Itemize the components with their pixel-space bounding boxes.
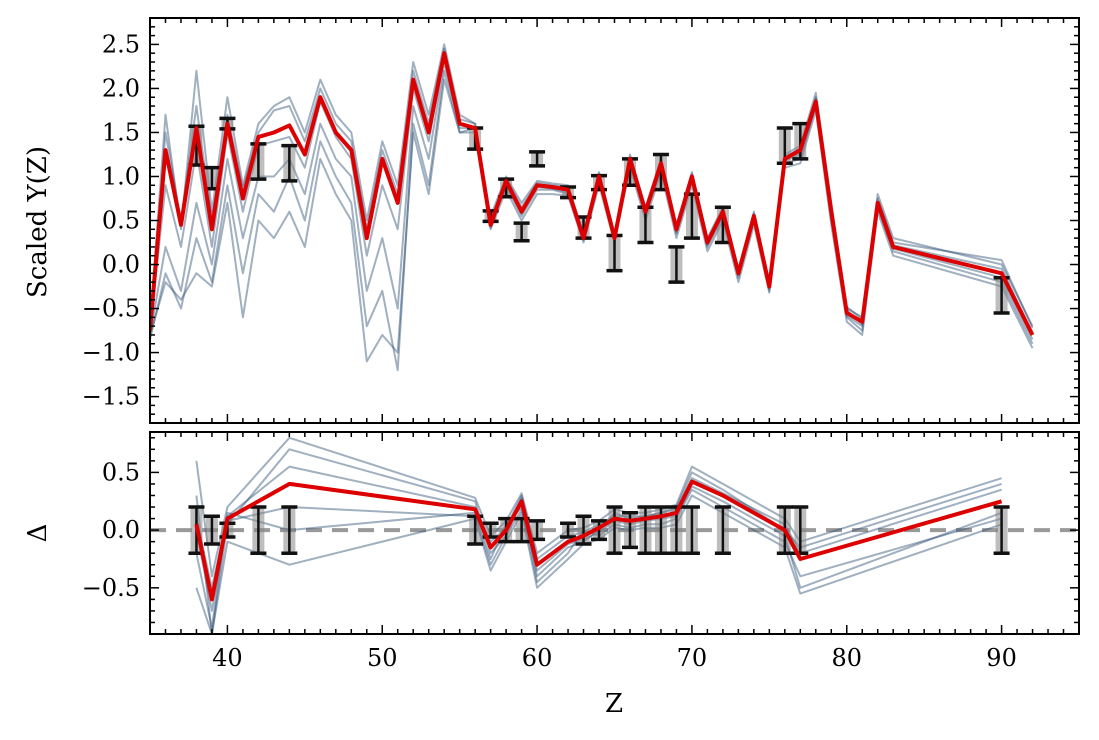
- top-y-tick-label: 0.5: [102, 207, 140, 235]
- bottom-observed-errorbar: [203, 514, 220, 546]
- bottom-x-tick-label: 40: [212, 644, 243, 672]
- bottom-observed-errorbar: [668, 505, 685, 555]
- bottom-observed-errorbar: [714, 505, 731, 555]
- bottom-y-axis-label: Δ: [23, 524, 53, 543]
- bottom-ensemble-line: [195, 436, 1002, 578]
- bottom-y-tick-label: −0.5: [82, 574, 140, 602]
- top-y-tick-label: −1.0: [82, 339, 140, 367]
- top-ensemble-line: [150, 69, 1034, 372]
- bottom-ensemble-line: [195, 465, 1002, 589]
- bottom-y-tick-label: 0.5: [102, 458, 140, 486]
- bottom-ensemble-line: [195, 448, 1002, 634]
- top-plot-area: [150, 43, 1035, 372]
- top-y-tick-label: 0.0: [102, 251, 140, 279]
- bottom-observed-errorbar: [637, 505, 654, 555]
- bottom-x-tick-label: 70: [677, 644, 708, 672]
- bottom-observed-errorbar: [606, 505, 623, 555]
- bottom-observed-errorbar: [529, 519, 546, 542]
- bottom-y-tick-label: 0.0: [102, 516, 140, 544]
- top-observed-errorbar: [513, 221, 530, 243]
- bottom-ticks: [149, 432, 1080, 635]
- top-y-tick-label: 2.0: [102, 74, 140, 102]
- top-y-tick-label: −0.5: [82, 295, 140, 323]
- bottom-x-tick-label: 90: [986, 644, 1017, 672]
- top-ticks: [149, 17, 1080, 424]
- top-y-tick-label: 2.5: [102, 30, 140, 58]
- top-observed-errorbar: [668, 245, 685, 284]
- bottom-observed-errorbar: [683, 505, 700, 555]
- top-best-fit-line: [150, 51, 1035, 336]
- top-ensemble-line: [150, 43, 1034, 327]
- top-observed-errorbar: [281, 143, 298, 183]
- bottom-ensemble-line: [195, 488, 1002, 630]
- bottom-x-tick-label: 50: [367, 644, 398, 672]
- top-y-tick-label: 1.5: [102, 118, 140, 146]
- top-y-axis-label: Scaled Y(Z): [23, 146, 53, 298]
- bottom-observed-errorbar: [281, 505, 298, 555]
- top-axes-frame: [149, 17, 1080, 424]
- bottom-plot-area: [150, 436, 1079, 634]
- bottom-observed-errorbar: [621, 511, 638, 550]
- top-y-tick-label: −1.5: [82, 383, 140, 411]
- bottom-observed-errorbar: [250, 505, 267, 555]
- bottom-x-tick-label: 60: [522, 644, 553, 672]
- bottom-observed-errorbar: [993, 505, 1010, 555]
- bottom-best-fit-line: [194, 479, 1003, 602]
- top-observed-errorbar: [993, 275, 1010, 315]
- top-observed-errorbar: [529, 150, 546, 168]
- bottom-observed-errorbar: [560, 521, 577, 539]
- x-axis-label: Z: [605, 689, 623, 719]
- top-ensemble-line: [150, 78, 1034, 363]
- bottom-observed-errorbar: [467, 514, 484, 546]
- top-y-tick-label: 1.0: [102, 162, 140, 190]
- top-panel: −1.5 −1.0 −0.5 0.0 0.5 1.0 1.5 2.0 2.5: [82, 17, 1080, 424]
- bottom-observed-errorbar: [776, 505, 793, 555]
- top-observed-errorbar: [606, 233, 623, 273]
- bottom-panel: −0.5 0.0 0.5 40 50 60 70 80 90: [82, 431, 1080, 672]
- bottom-x-tick-label: 80: [831, 644, 862, 672]
- bottom-ensemble-line: [195, 494, 1002, 634]
- bottom-ensemble-line: [195, 485, 1002, 612]
